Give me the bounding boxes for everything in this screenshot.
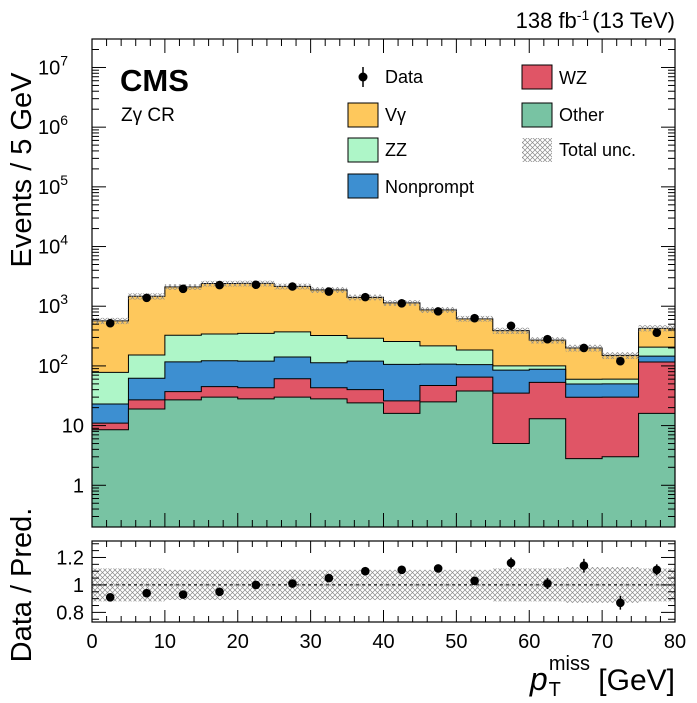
data-point bbox=[579, 343, 589, 353]
data-point bbox=[178, 284, 188, 294]
x-tick-label: 30 bbox=[300, 631, 322, 653]
ratio-point bbox=[543, 579, 552, 588]
data-points bbox=[105, 280, 662, 366]
x-tick-label: 0 bbox=[86, 631, 97, 653]
svg-text:ZZ: ZZ bbox=[385, 140, 407, 160]
ratio-point bbox=[142, 588, 151, 598]
y-tick-label: 102 bbox=[38, 351, 68, 378]
ratio-point bbox=[324, 573, 334, 583]
data-point bbox=[616, 356, 625, 366]
uncertainty-bin bbox=[602, 352, 639, 360]
legend-item-other: Other bbox=[521, 102, 604, 128]
data-point bbox=[470, 313, 479, 323]
svg-text:Vγ: Vγ bbox=[385, 105, 406, 125]
x-tick-label: 50 bbox=[445, 631, 467, 653]
luminosity-label: 138 fb-1 (13 TeV) bbox=[516, 7, 675, 33]
x-tick-label: 10 bbox=[154, 631, 176, 653]
data-point bbox=[251, 280, 261, 290]
x-tick-label: 80 bbox=[664, 631, 686, 653]
ratio-y-tick-label: 1 bbox=[73, 575, 84, 597]
data-point bbox=[543, 334, 552, 344]
ratio-point bbox=[178, 590, 188, 599]
legend-item-total-unc: Total unc. bbox=[522, 138, 636, 162]
main-x-ticks bbox=[91, 39, 676, 527]
y-tick-label: 106 bbox=[38, 112, 68, 139]
uncertainty-bin bbox=[638, 325, 675, 332]
x-tick-label: 40 bbox=[372, 631, 394, 653]
y-tick-label: 1 bbox=[73, 475, 84, 497]
data-point bbox=[433, 307, 443, 316]
main-plot: 1 10 102 103 104 105 106 107 bbox=[38, 38, 676, 528]
data-point bbox=[324, 287, 334, 296]
svg-text:Total unc.: Total unc. bbox=[559, 140, 636, 160]
ratio-point bbox=[360, 566, 370, 576]
ratio-y-axis-title: Data / Pred. bbox=[6, 508, 38, 663]
stacked-histogram bbox=[91, 282, 676, 528]
ratio-point bbox=[288, 579, 297, 588]
ratio-point bbox=[251, 580, 261, 590]
legend: Data Vγ ZZ Nonprompt WZ Other Total unc. bbox=[347, 64, 636, 199]
svg-text:Data: Data bbox=[385, 67, 424, 87]
data-point bbox=[506, 321, 516, 331]
y-tick-label: 107 bbox=[38, 52, 68, 79]
ratio-point bbox=[470, 576, 479, 586]
ratio-uncertainty-band bbox=[92, 567, 675, 603]
ratio-data-points bbox=[105, 557, 662, 610]
ratio-point bbox=[652, 565, 662, 575]
y-tick-label: 10 bbox=[62, 416, 84, 438]
data-point bbox=[360, 292, 370, 302]
main-y-ticks: 1 10 102 103 104 105 106 107 bbox=[38, 38, 675, 528]
svg-text:WZ: WZ bbox=[559, 68, 587, 88]
ratio-point bbox=[105, 592, 115, 602]
y-tick-label: 104 bbox=[38, 232, 68, 259]
y-tick-label: 103 bbox=[38, 291, 68, 318]
y-axis-title: Events / 5 GeV bbox=[6, 72, 38, 268]
ratio-y-tick-label: 1.2 bbox=[56, 547, 84, 569]
x-tick-label: 70 bbox=[591, 631, 613, 653]
cms-logo-text: CMS bbox=[120, 63, 189, 98]
histogram-other bbox=[91, 390, 676, 528]
x-tick-label: 20 bbox=[227, 631, 249, 653]
x-tick-label: 60 bbox=[518, 631, 540, 653]
ratio-point bbox=[433, 564, 443, 573]
data-point bbox=[288, 282, 297, 291]
legend-item-nonprompt: Nonprompt bbox=[347, 173, 474, 199]
ratio-plot: 0.8 1 1.2 0 10 20 30 40 50 60 70 80 bbox=[56, 540, 686, 653]
ratio-uncertainty-bin bbox=[383, 569, 420, 601]
ratio-uncertainty-bin bbox=[492, 568, 530, 602]
data-point bbox=[652, 328, 662, 338]
uncertainty-bin bbox=[492, 327, 530, 334]
legend-item-data: Data bbox=[358, 67, 424, 87]
svg-text:Nonprompt: Nonprompt bbox=[385, 177, 474, 197]
legend-item-vgamma: Vγ bbox=[347, 102, 406, 128]
data-point bbox=[142, 293, 151, 303]
ratio-y-tick-label: 0.8 bbox=[56, 602, 84, 624]
y-tick-label: 105 bbox=[38, 172, 68, 199]
svg-text:Other: Other bbox=[559, 105, 604, 125]
ratio-point bbox=[616, 598, 625, 608]
ratio-point bbox=[397, 565, 407, 575]
ratio-point bbox=[506, 558, 516, 568]
region-label: Zγ CR bbox=[121, 105, 175, 126]
data-point bbox=[215, 280, 224, 290]
x-axis-ticks: 0 10 20 30 40 50 60 70 80 bbox=[86, 541, 686, 653]
ratio-uncertainty-bin bbox=[419, 569, 457, 601]
ratio-point bbox=[215, 587, 224, 597]
legend-item-zz: ZZ bbox=[347, 137, 407, 163]
ratio-y-ticks: 0.8 1 1.2 bbox=[56, 543, 675, 624]
data-point bbox=[105, 318, 115, 328]
x-axis-title: pTmiss [GeV] bbox=[529, 653, 675, 701]
data-point bbox=[397, 298, 407, 308]
legend-item-wz: WZ bbox=[521, 64, 587, 90]
ratio-point bbox=[579, 561, 589, 571]
